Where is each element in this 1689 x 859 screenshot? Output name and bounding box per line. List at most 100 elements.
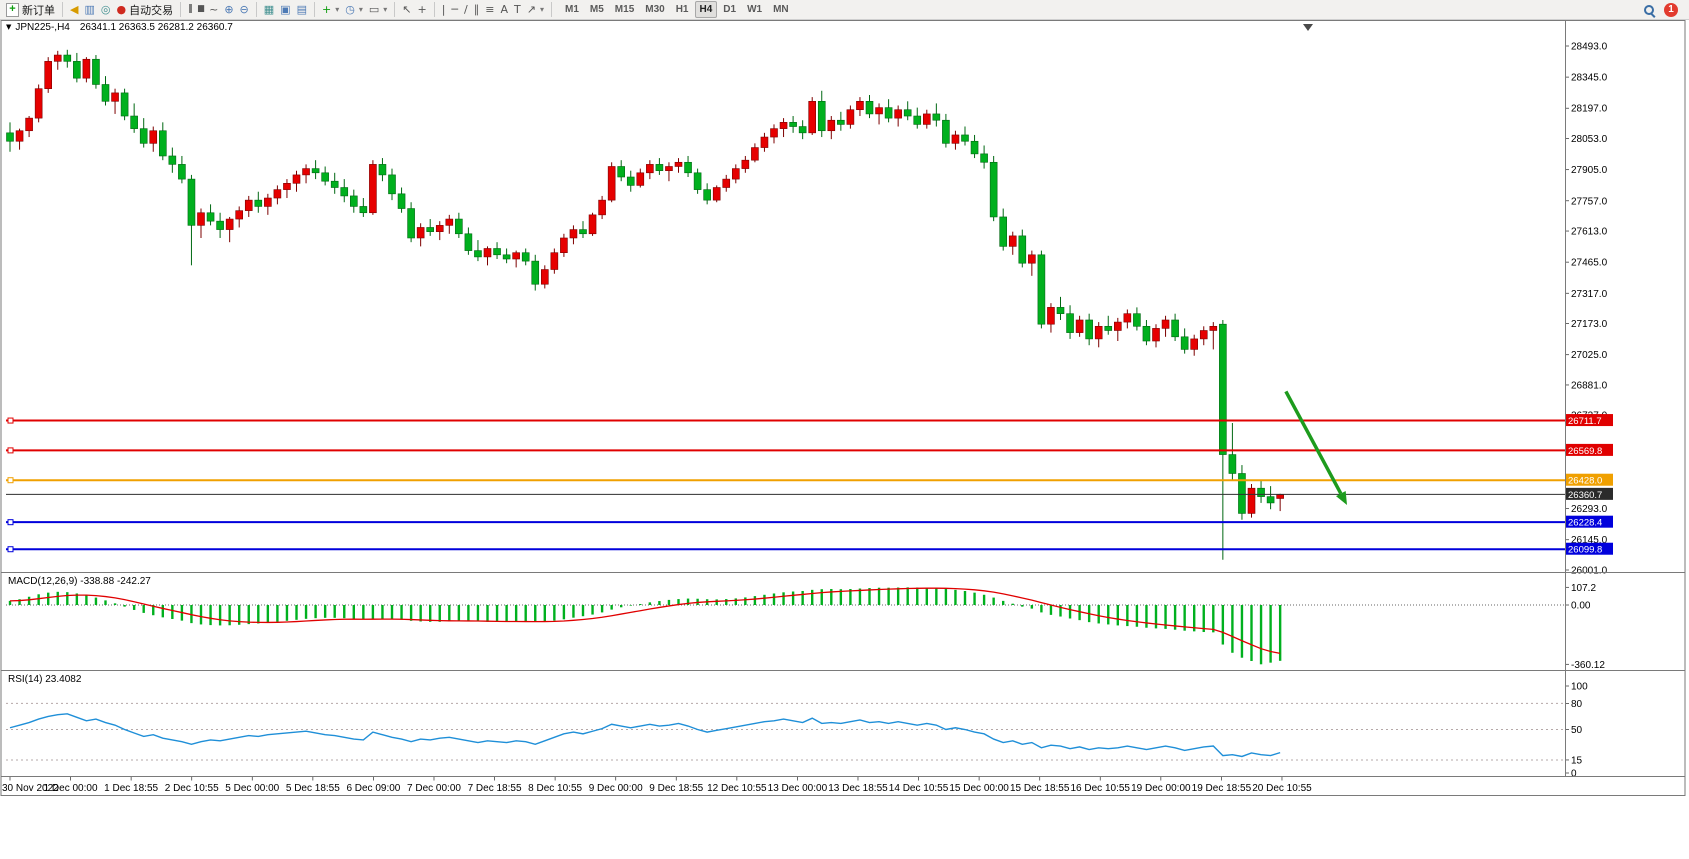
channel-icon: ∥ [473, 3, 480, 16]
chevron-down-icon: ▾ [539, 5, 544, 14]
candle [951, 134, 960, 144]
hline-handle[interactable] [7, 546, 14, 553]
candle [913, 115, 922, 125]
chart-bars-button[interactable]: ||| [185, 1, 194, 19]
candle [369, 164, 377, 214]
autotrading-button[interactable]: ● 自动交易 [113, 1, 176, 19]
arrow-tool-icon: ↗ [526, 3, 536, 16]
candle [1219, 323, 1227, 455]
timeframe-button-M30[interactable]: M30 [645, 4, 665, 15]
arrows-button[interactable]: ↗ ▾ [524, 1, 547, 19]
time-label: 16 Dec 10:55 [1071, 783, 1131, 794]
shift-marker[interactable] [1303, 24, 1313, 31]
indicators-icon: + [321, 3, 332, 16]
price-badge-label: 26360.7 [1568, 490, 1602, 501]
speaker-icon: ◀ [70, 3, 79, 16]
chart-canvas[interactable]: 28493.0 28345.0 28197.0 28053.0 27905.0 27757… [0, 20, 1689, 859]
macd-tick-label: 0.00 [1571, 601, 1591, 612]
candle [92, 58, 100, 85]
candle [225, 218, 234, 230]
hline-handle[interactable] [7, 447, 14, 454]
candle [884, 107, 893, 119]
timeframe-button-H4[interactable]: H4 [694, 1, 718, 18]
horizontal-line-button[interactable]: ─ [448, 1, 461, 19]
crosshair-button[interactable]: + [414, 1, 429, 19]
candle [283, 183, 291, 190]
timeframe-button-MN[interactable]: MN [773, 4, 789, 15]
vertical-line-button[interactable]: | [439, 1, 449, 19]
time-label: 19 Dec 18:55 [1192, 783, 1252, 794]
timeframe-button-M5[interactable]: M5 [589, 4, 604, 15]
candle [254, 199, 263, 207]
hline-handle[interactable] [7, 417, 14, 424]
text-button[interactable]: A [497, 1, 511, 19]
chart-candles-button[interactable]: ▮▮ [194, 1, 206, 19]
fibonacci-icon: ≡ [485, 3, 495, 16]
search-icon[interactable] [1642, 3, 1656, 17]
trendline-icon: / [464, 3, 468, 16]
timeframe-button-H1[interactable]: H1 [675, 4, 689, 15]
channel-button[interactable]: ∥ [471, 1, 483, 19]
zoom-in-button[interactable]: ⊕ [221, 1, 236, 19]
timeframe-button-W1[interactable]: W1 [747, 4, 763, 15]
candle [817, 101, 826, 132]
autotrading-icon: ● [116, 3, 127, 16]
candle [741, 159, 750, 169]
profiles-button[interactable]: ▤ [294, 1, 310, 19]
rsi-line [9, 713, 1281, 758]
candle [159, 130, 167, 157]
timeframe-button-M1[interactable]: M1 [564, 4, 579, 15]
price-tick-label: 27613.0 [1571, 227, 1608, 238]
notification-badge[interactable]: 1 [1664, 2, 1678, 17]
toolbar-right: 1 [1642, 2, 1678, 17]
crosshair-icon: + [417, 3, 427, 16]
price-tick-label: 28493.0 [1571, 42, 1608, 53]
chart-symbol-period: JPN225-,H4 [15, 22, 70, 33]
templates-button[interactable]: ▭ ▾ [366, 1, 390, 19]
fibonacci-button[interactable]: ≡ [482, 1, 497, 19]
new-chart-button[interactable]: ▣ [277, 1, 293, 19]
time-label: 20 Dec 10:55 [1252, 783, 1312, 794]
candle [44, 61, 53, 89]
timeframe-button-D1[interactable]: D1 [723, 4, 737, 15]
candle [712, 187, 721, 201]
new-order-button[interactable]: + 新订单 [3, 1, 58, 19]
time-label: 1 Dec 18:55 [104, 783, 158, 794]
hline-handle[interactable] [7, 477, 14, 484]
candle [464, 233, 473, 251]
candle [684, 161, 692, 174]
monitor-icon: ▥ [84, 3, 95, 16]
terminal-button[interactable]: ▥ [81, 1, 97, 19]
macd-histogram [8, 587, 1282, 665]
macd-tick-label: 107.2 [1571, 583, 1596, 594]
candle [789, 122, 797, 127]
label-button[interactable]: T [511, 1, 524, 19]
candle [569, 229, 578, 239]
candle [521, 252, 530, 262]
time-label: 7 Dec 00:00 [407, 783, 461, 794]
label-icon: T [514, 3, 521, 16]
candle [1238, 473, 1246, 514]
hline-handle[interactable] [7, 519, 14, 526]
candle [1018, 235, 1027, 264]
arrow-head[interactable] [1335, 490, 1347, 506]
tile-windows-button[interactable]: ▦ [261, 1, 277, 19]
candle [25, 117, 33, 132]
time-label: 2 Dec 10:55 [165, 783, 219, 794]
trendline-button[interactable]: / [461, 1, 471, 19]
timeframe-button-M15[interactable]: M15 [614, 4, 635, 15]
candle [6, 132, 14, 142]
sound-button[interactable]: ◀ [67, 1, 81, 19]
arrow-object[interactable] [1284, 390, 1343, 495]
chart-line-button[interactable]: ~ [206, 1, 221, 19]
candle [646, 164, 654, 174]
time-label: 9 Dec 18:55 [649, 783, 703, 794]
candle [388, 174, 396, 195]
candle [579, 229, 587, 235]
periods-button[interactable]: ◷ ▾ [342, 1, 366, 19]
indicators-button[interactable]: + ▾ [319, 1, 342, 19]
support-button[interactable]: ◎ [98, 1, 114, 19]
zoom-out-button[interactable]: ⊖ [237, 1, 252, 19]
cursor-button[interactable]: ↖ [399, 1, 414, 19]
candle [980, 153, 988, 163]
